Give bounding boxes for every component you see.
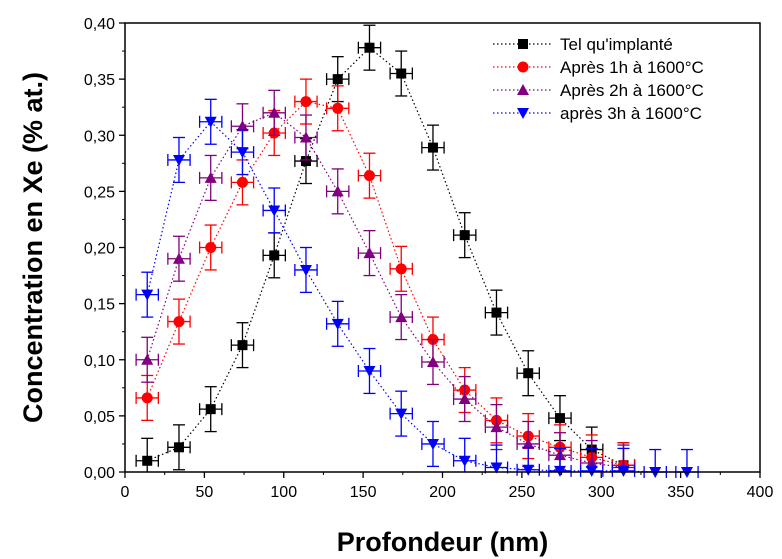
- data-point: [142, 455, 153, 466]
- data-point: [523, 368, 534, 379]
- x-tick-label: 150: [350, 484, 377, 501]
- data-point: [554, 413, 565, 424]
- y-axis-title: Concentration en Xe (% at.): [18, 72, 48, 423]
- data-point: [172, 252, 185, 264]
- data-point: [331, 185, 344, 197]
- legend-item-1: Tel qu'implanté: [493, 35, 673, 54]
- data-point: [236, 147, 249, 159]
- data-point: [236, 176, 248, 188]
- legend-label: Après 1h à 1600°C: [560, 58, 704, 77]
- error-bar: [135, 437, 159, 472]
- y-tick-label: 0,05: [84, 409, 115, 426]
- x-tick-label: 350: [667, 484, 694, 501]
- error-bar: [357, 24, 382, 71]
- legend-item-4: après 3h à 1600°C: [493, 104, 702, 123]
- data-point: [490, 421, 503, 433]
- error-bar: [167, 235, 191, 282]
- data-point: [522, 464, 535, 476]
- data-point: [205, 404, 216, 415]
- legend-label: Après 2h à 1600°C: [560, 81, 704, 100]
- data-point: [173, 442, 184, 453]
- y-tick-label: 0,15: [84, 297, 115, 314]
- y-tick-label: 0,30: [84, 128, 115, 145]
- data-point: [141, 353, 154, 365]
- x-tick-label: 50: [195, 484, 213, 501]
- y-tick-label: 0,25: [84, 184, 115, 201]
- legend-marker: [517, 61, 529, 73]
- legend-item-3: Après 2h à 1600°C: [493, 81, 704, 100]
- data-point: [141, 289, 154, 301]
- data-point: [299, 131, 312, 143]
- data-point: [395, 263, 407, 275]
- data-point: [205, 242, 217, 253]
- series-line: [146, 100, 624, 466]
- data-point: [522, 437, 535, 449]
- data-point: [269, 250, 280, 261]
- data-point: [395, 311, 408, 323]
- data-point: [300, 156, 311, 167]
- data-point: [300, 96, 312, 108]
- y-tick-label: 0,10: [84, 353, 115, 370]
- data-point: [458, 455, 471, 467]
- y-tick-label: 0,20: [84, 241, 115, 258]
- data-point: [490, 462, 503, 474]
- y-tick-label: 0,40: [84, 16, 115, 33]
- x-tick-label: 300: [588, 484, 615, 501]
- series-4: [135, 98, 699, 478]
- data-point: [395, 408, 408, 420]
- data-point: [204, 171, 217, 183]
- data-point: [299, 264, 312, 276]
- x-axis-title: Profondeur (nm): [337, 527, 548, 557]
- error-bar: [357, 230, 382, 277]
- x-tick-label: 250: [509, 484, 536, 501]
- legend-label: après 3h à 1600°C: [560, 104, 702, 123]
- data-point: [426, 438, 439, 450]
- data-point: [141, 392, 153, 404]
- data-point: [491, 307, 502, 318]
- data-point: [364, 42, 375, 53]
- error-bar: [516, 350, 540, 397]
- series-line: [146, 46, 624, 466]
- x-tick-label: 100: [270, 484, 297, 501]
- data-point: [458, 393, 471, 405]
- data-point: [172, 154, 185, 166]
- x-tick-label: 400: [747, 484, 774, 501]
- data-point: [237, 340, 248, 351]
- data-point: [396, 68, 407, 79]
- data-point: [173, 316, 185, 328]
- x-tick-label: 0: [121, 484, 130, 501]
- legend: Tel qu'implanté Après 1h à 1600°C Après 2h…: [493, 35, 704, 123]
- data-point: [331, 318, 344, 330]
- data-point: [363, 365, 376, 377]
- y-tick-label: 0,00: [84, 465, 115, 482]
- error-bar: [167, 298, 191, 345]
- data-point: [363, 170, 375, 182]
- data-point: [332, 102, 344, 114]
- error-bar: [452, 437, 477, 472]
- legend-marker: [517, 108, 529, 119]
- legend-marker: [518, 39, 528, 49]
- legend-item-2: Après 1h à 1600°C: [493, 58, 704, 77]
- data-point: [204, 116, 217, 128]
- series-line: [146, 112, 624, 469]
- data-point: [426, 355, 439, 367]
- y-tick-label: 0,35: [84, 72, 115, 89]
- legend-marker: [517, 84, 529, 95]
- x-tick-label: 200: [429, 484, 456, 501]
- error-bar: [198, 154, 223, 202]
- legend-label: Tel qu'implanté: [560, 35, 673, 54]
- data-point: [268, 205, 281, 217]
- data-point: [332, 74, 343, 85]
- data-point: [236, 120, 249, 132]
- data-point: [459, 230, 470, 241]
- series-line: [146, 120, 687, 473]
- data-point: [427, 142, 438, 153]
- data-point: [363, 247, 376, 259]
- data-point: [268, 106, 281, 118]
- series-1: [135, 24, 636, 472]
